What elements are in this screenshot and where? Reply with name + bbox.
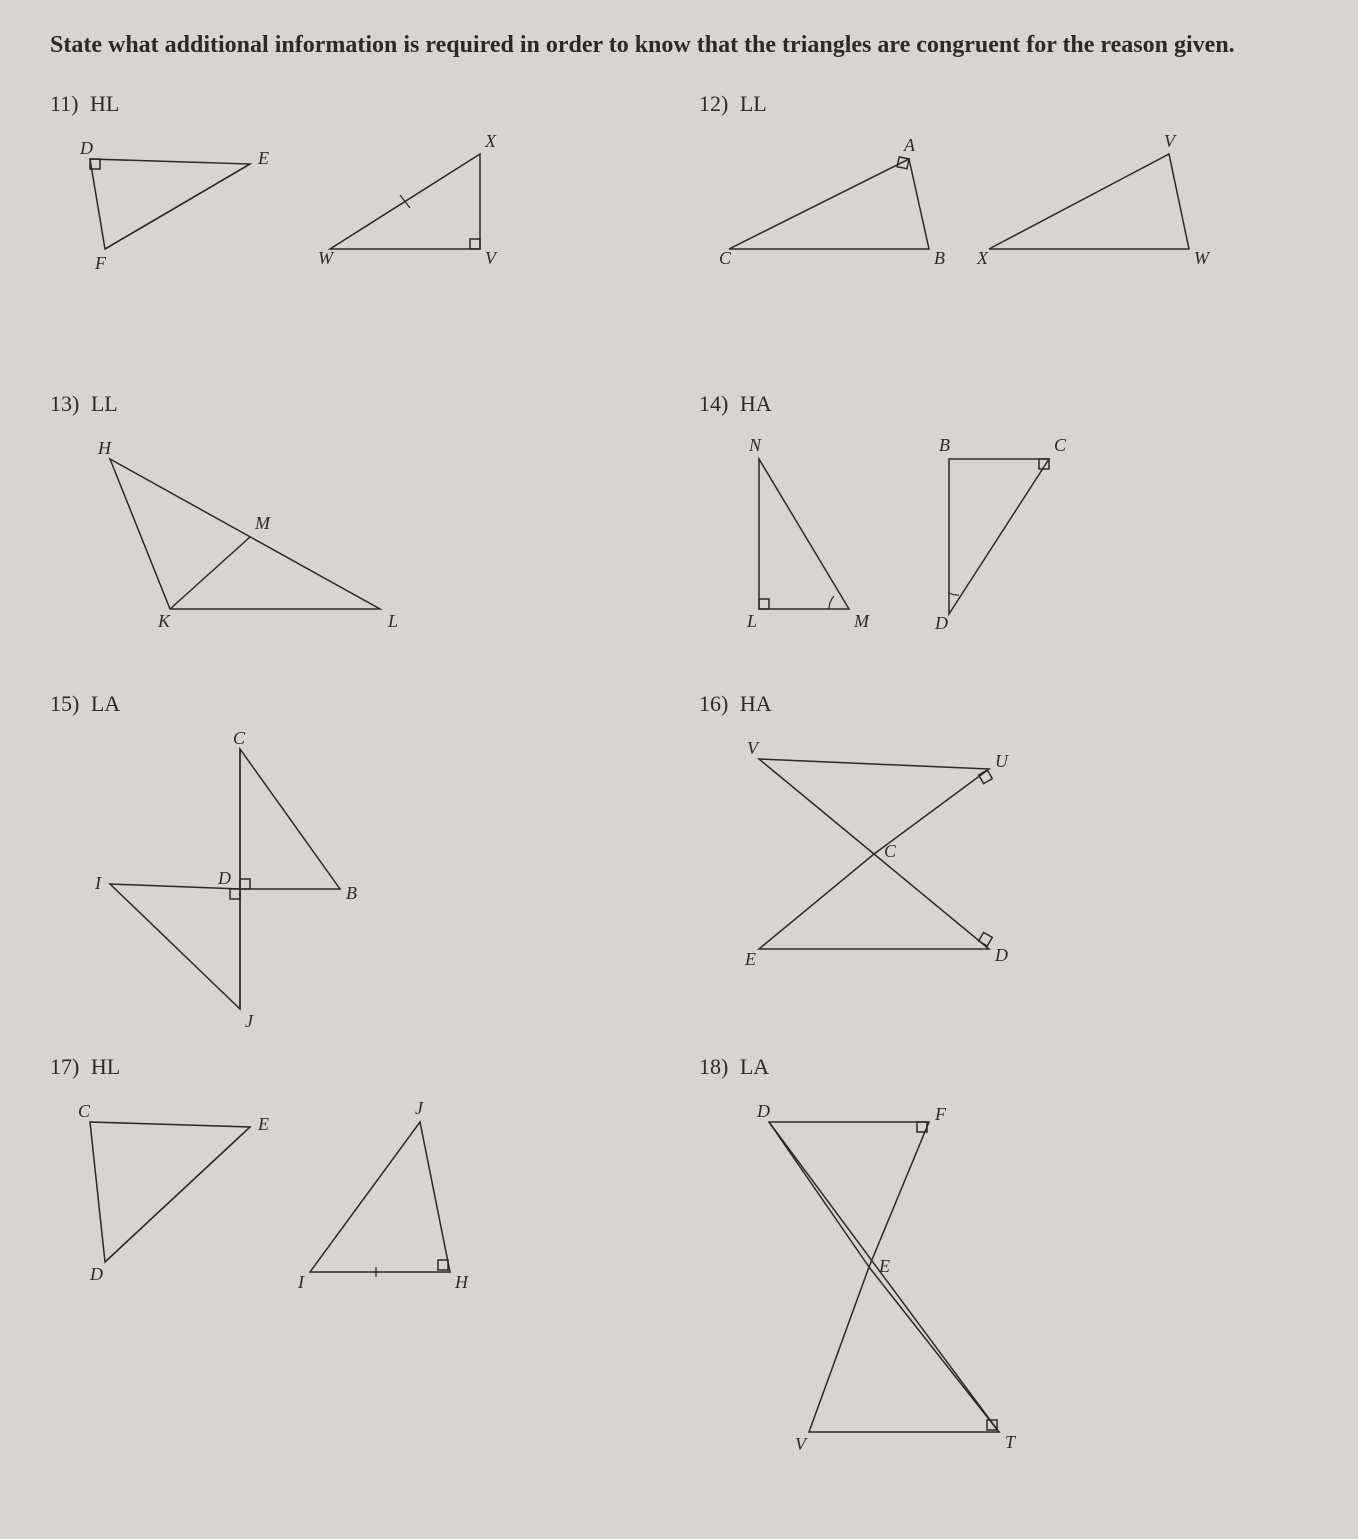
problem-13-reason: LL [91, 391, 118, 416]
label-V18: V [795, 1434, 808, 1454]
problem-16: 16) HA V U C E D [699, 691, 1308, 1034]
problem-15-num: 15) [50, 691, 79, 716]
problem-14: 14) HA N L M B C D [699, 391, 1308, 671]
label-D17: D [89, 1264, 103, 1284]
problem-18-reason: LA [740, 1054, 769, 1079]
label-N: N [748, 435, 762, 455]
label-L: L [387, 611, 398, 631]
label-F18: F [934, 1104, 947, 1124]
label-C17: C [78, 1101, 91, 1121]
problem-17-num: 17) [50, 1054, 79, 1079]
label-V16: V [747, 738, 760, 758]
problem-16-label: 16) HA [699, 691, 1308, 717]
label-V: V [485, 248, 498, 268]
problem-11-label: 11) HL [50, 91, 659, 117]
problem-18: 18) LA D F E V T [699, 1054, 1308, 1467]
label-M: M [254, 513, 271, 533]
label-E16: E [744, 949, 756, 969]
label-A: A [903, 135, 916, 155]
label-I17: I [297, 1272, 305, 1292]
label-B15: B [346, 883, 357, 903]
problem-16-figure: V U C E D [699, 729, 1308, 1034]
problem-12-num: 12) [699, 91, 728, 116]
problem-12: 12) LL C A B X V W [699, 91, 1308, 371]
problem-13-label: 13) LL [50, 391, 659, 417]
instructions: State what additional information is req… [50, 30, 1308, 61]
problem-12-reason: LL [740, 91, 767, 116]
problem-16-reason: HA [740, 691, 772, 716]
problem-17: 17) HL C E D I J H [50, 1054, 659, 1467]
problem-14-reason: HA [740, 391, 772, 416]
label-I15: I [94, 873, 102, 893]
label-D15: D [217, 868, 231, 888]
label-L14: L [746, 611, 757, 631]
label-H17: H [454, 1272, 469, 1292]
label-M14: M [853, 611, 870, 631]
problem-11-reason: HL [90, 91, 119, 116]
label-U16: U [995, 751, 1009, 771]
problem-13: 13) LL H K L M [50, 391, 659, 671]
problem-17-figure: C E D I J H [50, 1092, 659, 1467]
label-H: H [97, 438, 112, 458]
label-K: K [157, 611, 171, 631]
problem-18-num: 18) [699, 1054, 728, 1079]
problem-14-num: 14) [699, 391, 728, 416]
label-F: F [94, 253, 107, 273]
problem-17-reason: HL [91, 1054, 120, 1079]
problem-14-figure: N L M B C D [699, 429, 1308, 671]
problem-14-label: 14) HA [699, 391, 1308, 417]
problem-11-num: 11) [50, 91, 79, 116]
label-B14: B [939, 435, 950, 455]
problem-18-figure: D F E V T [699, 1092, 1308, 1467]
label-D14: D [934, 613, 948, 633]
label-E17: E [257, 1114, 269, 1134]
problem-16-num: 16) [699, 691, 728, 716]
label-Vb: V [1164, 131, 1177, 151]
label-C14: C [1054, 435, 1067, 455]
label-J17: J [415, 1098, 424, 1118]
label-D16: D [994, 945, 1008, 965]
problem-15-figure: C D B I J [50, 729, 659, 1034]
label-E: E [257, 148, 269, 168]
label-C: C [719, 248, 732, 268]
problem-17-label: 17) HL [50, 1054, 659, 1080]
label-C16: C [884, 841, 897, 861]
label-Wb: W [1194, 248, 1211, 268]
problem-13-num: 13) [50, 391, 79, 416]
problem-11: 11) HL D E F W X V [50, 91, 659, 371]
label-W: W [318, 248, 335, 268]
label-Xb: X [976, 248, 989, 268]
label-C15: C [233, 728, 246, 748]
problem-15-label: 15) LA [50, 691, 659, 717]
label-B: B [934, 248, 945, 268]
label-T18: T [1005, 1432, 1017, 1452]
problem-13-figure: H K L M [50, 429, 659, 671]
label-X: X [484, 131, 497, 151]
problem-15: 15) LA C D B I J [50, 691, 659, 1034]
label-D: D [79, 138, 93, 158]
problem-12-label: 12) LL [699, 91, 1308, 117]
problem-18-label: 18) LA [699, 1054, 1308, 1080]
problem-grid: 11) HL D E F W X V [50, 91, 1308, 1467]
label-J15: J [245, 1011, 254, 1031]
problem-11-figure: D E F W X V [50, 129, 659, 371]
label-D18: D [756, 1101, 770, 1121]
problem-15-reason: LA [91, 691, 120, 716]
label-E18: E [878, 1256, 890, 1276]
problem-12-figure: C A B X V W [699, 129, 1308, 371]
